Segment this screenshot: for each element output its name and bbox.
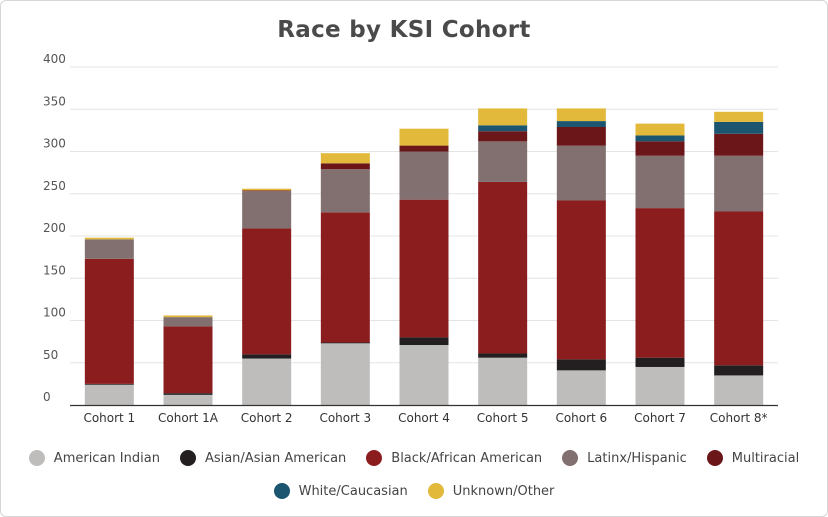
bar-segment (714, 155, 764, 212)
bar-segment (478, 141, 528, 182)
legend-swatch (427, 483, 444, 499)
y-tick-label: 400 (43, 52, 66, 66)
bar-segment (399, 337, 449, 346)
bar-segment (399, 151, 449, 200)
bar-segment (478, 181, 528, 354)
bar-segment (556, 359, 606, 371)
x-tick-label: Cohort 2 (241, 411, 293, 425)
bar-segment (242, 228, 292, 355)
bar-segment (320, 163, 370, 170)
bar-segment (714, 133, 764, 156)
legend-item: American Indian (28, 450, 160, 466)
bar-segment (84, 383, 134, 385)
bar-segment (635, 208, 685, 358)
bar-segment (635, 123, 685, 136)
bar-segment (320, 212, 370, 343)
bar-segment (399, 199, 449, 338)
x-tick-label: Cohort 1 (83, 411, 135, 425)
legend-item: White/Caucasian (273, 483, 408, 499)
bar-segment (478, 131, 528, 142)
bar-segment (399, 345, 449, 405)
y-tick-label: 50 (43, 348, 58, 362)
bar-segment (163, 394, 213, 405)
bar-segment (556, 145, 606, 201)
bar-segment (242, 188, 292, 191)
bar-segment (556, 121, 606, 127)
bar-segment (714, 111, 764, 122)
bar-segment (84, 237, 134, 240)
x-tick-label: Cohort 1A (158, 411, 219, 425)
x-tick-label: Cohort 7 (634, 411, 686, 425)
y-tick-label: 0 (43, 390, 51, 404)
y-tick-label: 150 (43, 263, 66, 277)
bar-segment (556, 126, 606, 146)
legend-swatch (562, 450, 579, 466)
bar-segment (242, 358, 292, 405)
legend-label: Asian/Asian American (204, 450, 347, 466)
legend-item: Latinx/Hispanic (562, 450, 687, 466)
bar-segment (556, 200, 606, 360)
bar-segment (242, 191, 292, 229)
legend-swatch (179, 450, 196, 466)
x-tick-label: Cohort 3 (319, 411, 371, 425)
bar-segment (714, 365, 764, 376)
legend-item: Black/African American (366, 450, 542, 466)
x-tick-label: Cohort 8* (710, 411, 768, 425)
legend-swatch (273, 483, 290, 499)
bar-segment (635, 135, 685, 142)
bar-segment (84, 258, 134, 384)
bar-segment (163, 317, 213, 327)
bar-segment (478, 125, 528, 132)
bar-segment (163, 326, 213, 394)
x-tick-label: Cohort 4 (398, 411, 450, 425)
bar-segment (320, 343, 370, 405)
legend-item: Multiracial (706, 450, 800, 466)
y-tick-label: 350 (43, 94, 66, 108)
legend-label: White/Caucasian (298, 483, 408, 499)
bar-segment (635, 141, 685, 156)
chart-title: Race by KSI Cohort (277, 17, 531, 43)
bar-segment (163, 393, 213, 395)
legend-label: Black/African American (391, 450, 543, 466)
x-tick-label: Cohort 5 (477, 411, 529, 425)
y-tick-label: 100 (43, 306, 66, 320)
legend-swatch (706, 450, 723, 466)
bar-segment (320, 342, 370, 344)
legend-swatch (366, 450, 383, 466)
legend-row-1: American Indian Asian/Asian American Black… (0, 450, 828, 466)
bar-segment (556, 370, 606, 405)
legend-item: Asian/Asian American (179, 450, 347, 466)
bar-segment (556, 108, 606, 122)
bar-segment (320, 153, 370, 164)
y-tick-label: 300 (43, 137, 66, 151)
legend-label: Unknown/Other (452, 483, 555, 499)
legend-label: American Indian (53, 450, 160, 466)
bar-segment (714, 211, 764, 366)
bar-segment (478, 357, 528, 405)
bar-segment (635, 366, 685, 405)
bar-segment (714, 375, 764, 405)
bar-segment (714, 121, 764, 134)
bar-segment (242, 354, 292, 359)
x-tick-label: Cohort 6 (555, 411, 607, 425)
bar-segment (478, 353, 528, 358)
bar-segment (635, 155, 685, 209)
bar-segment (84, 239, 134, 259)
legend-swatch (28, 450, 45, 466)
bar-segment (84, 384, 134, 405)
bar-segment (478, 108, 528, 126)
y-tick-label: 200 (43, 221, 66, 235)
legend-item: Unknown/Other (427, 483, 555, 499)
bar-segment (242, 190, 292, 192)
legend-label: Multiracial (731, 450, 800, 466)
bar-segment (399, 128, 449, 146)
legend-label: Latinx/Hispanic (587, 450, 687, 466)
bar-segment (399, 145, 449, 152)
legend-row-2: White/Caucasian Unknown/Other (0, 483, 828, 499)
bar-segment (635, 357, 685, 367)
bar-segment (320, 169, 370, 213)
y-tick-label: 250 (43, 179, 66, 193)
bar-segment (163, 315, 213, 318)
